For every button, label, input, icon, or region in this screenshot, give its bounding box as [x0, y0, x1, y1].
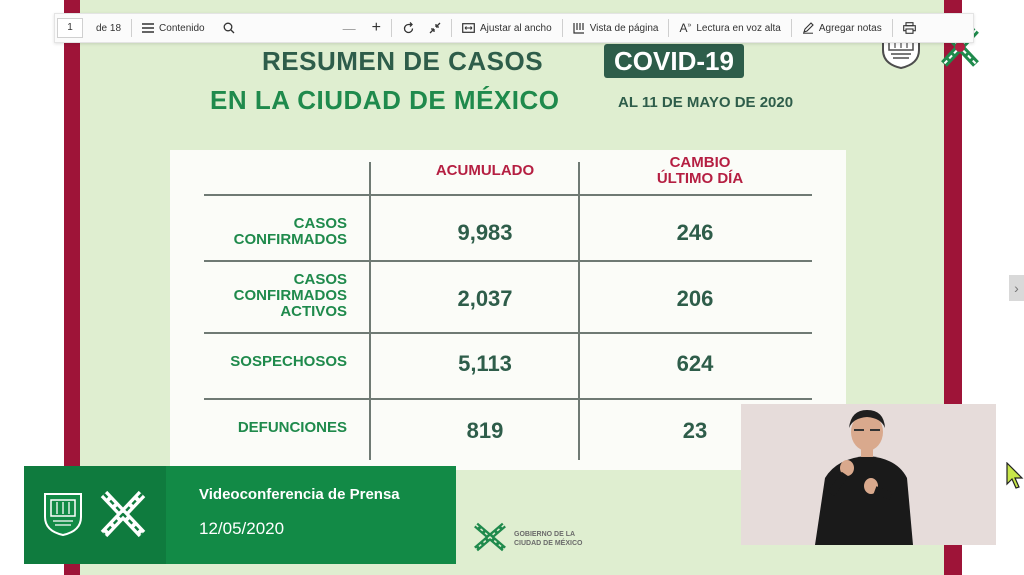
interpreter-figure: [741, 404, 996, 545]
row-label-confirmed: CASOS CONFIRMADOS: [172, 216, 347, 248]
value-suspected-accumulated: 5,113: [458, 351, 512, 376]
header-change-line1: CAMBIO: [669, 154, 731, 171]
cdmx-footer-logo-icon: [474, 522, 506, 552]
row-label-line: DEFUNCIONES: [237, 419, 347, 436]
search-icon: [223, 22, 235, 34]
pdf-toolbar: 1 de 18 Contenido — + Ajustar al ancho V…: [54, 13, 974, 43]
next-page-button[interactable]: ›: [1009, 275, 1024, 301]
fit-width-button[interactable]: Ajustar al ancho: [462, 23, 552, 34]
table-divider: [204, 332, 812, 334]
banner-logos: [24, 466, 166, 564]
collapse-icon: [429, 22, 441, 34]
page-number-input[interactable]: 1: [57, 18, 83, 38]
page-navigator: 1 de 18: [55, 18, 121, 38]
cdmx-shield-icon: [44, 493, 82, 537]
print-icon: [902, 22, 916, 34]
page-view-label: Vista de página: [589, 22, 659, 34]
search-button[interactable]: [223, 22, 235, 34]
toolbar-separator: [131, 19, 133, 37]
cases-table: ACUMULADO CAMBIO ÚLTIMO DÍA CASOS CONFIR…: [170, 150, 846, 470]
rotate-icon: [403, 21, 414, 33]
table-divider: [369, 162, 371, 460]
rotate-button[interactable]: [402, 21, 415, 35]
fit-width-label: Ajustar al ancho: [479, 22, 552, 34]
footer-logo-text-line: GOBIERNO DE LA: [514, 531, 576, 538]
contents-label: Contenido: [159, 22, 205, 34]
value-deaths-change: 23: [682, 418, 708, 443]
covid-badge: COVID-19: [604, 44, 744, 78]
toolbar-separator: [561, 19, 563, 37]
row-label-active: CASOS CONFIRMADOS ACTIVOS: [172, 272, 347, 320]
slide-date: AL 11 DE MAYO DE 2020: [618, 94, 794, 111]
row-label-line: CASOS: [293, 271, 347, 288]
contents-button[interactable]: Contenido: [142, 23, 205, 34]
add-notes-label: Agregar notas: [818, 22, 882, 34]
toolbar-separator: [390, 19, 392, 37]
page-view-icon: [573, 23, 584, 34]
read-aloud-icon: A»: [679, 21, 692, 35]
contents-icon: [142, 23, 155, 33]
value-suspected-change: 624: [676, 351, 714, 376]
interpreter-video: [741, 404, 996, 545]
notes-icon: [802, 22, 814, 34]
cdmx-logo-icon: [100, 490, 146, 538]
page-total: de 18: [96, 22, 122, 34]
page-view-button[interactable]: Vista de página: [573, 22, 659, 34]
slide-title-line2: EN LA CIUDAD DE MÉXICO: [210, 85, 560, 115]
row-label-line: CASOS: [293, 215, 347, 232]
table-divider: [204, 260, 812, 262]
header-change: CAMBIO ÚLTIMO DÍA: [600, 155, 800, 187]
mouse-cursor-icon: [1006, 462, 1024, 489]
header-accumulated: ACUMULADO: [435, 162, 535, 179]
banner-title: Videoconferencia de Prensa: [199, 486, 400, 503]
table-divider: [578, 162, 580, 460]
conference-banner: Videoconferencia de Prensa 12/05/2020: [24, 466, 456, 564]
row-label-line: CONFIRMADOS: [233, 231, 347, 248]
value-active-change: 206: [676, 286, 714, 311]
read-aloud-button[interactable]: A» Lectura en voz alta: [679, 21, 780, 35]
footer-logo-text-line: CIUDAD DE MÉXICO: [514, 540, 583, 547]
row-label-deaths: DEFUNCIONES: [172, 420, 347, 436]
row-label-line: CONFIRMADOS: [233, 287, 347, 304]
chevron-right-icon: ›: [1014, 280, 1019, 296]
value-deaths-accumulated: 819: [466, 418, 504, 443]
row-label-line: SOSPECHOSOS: [230, 353, 347, 370]
fit-width-icon: [462, 23, 475, 33]
value-confirmed-accumulated: 9,983: [457, 220, 513, 245]
table-divider: [204, 398, 812, 400]
row-label-suspected: SOSPECHOSOS: [172, 354, 347, 370]
toolbar-separator: [891, 19, 893, 37]
toolbar-separator: [450, 19, 452, 37]
read-aloud-label: Lectura en voz alta: [696, 22, 781, 34]
fullscreen-button[interactable]: [429, 22, 441, 34]
value-confirmed-change: 246: [676, 220, 714, 245]
zoom-in-button[interactable]: +: [371, 19, 381, 36]
add-notes-button[interactable]: Agregar notas: [802, 22, 882, 34]
zoom-out-button[interactable]: —: [342, 20, 356, 36]
print-button[interactable]: [902, 22, 916, 34]
row-label-line: ACTIVOS: [280, 303, 347, 320]
toolbar-separator: [668, 19, 670, 37]
header-change-line2: ÚLTIMO DÍA: [656, 170, 744, 187]
footer-logo-text: GOBIERNO DE LA CIUDAD DE MÉXICO: [514, 530, 604, 548]
value-active-accumulated: 2,037: [457, 286, 513, 311]
toolbar-separator: [790, 19, 792, 37]
table-divider: [204, 194, 812, 196]
slide-title-line1: RESUMEN DE CASOS: [262, 46, 544, 76]
banner-date: 12/05/2020: [199, 519, 285, 538]
